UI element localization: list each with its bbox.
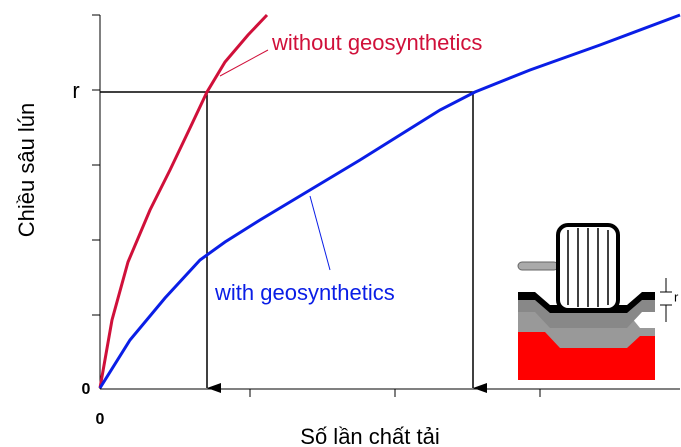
diagram: without geosynthetics with geosynthetics…: [0, 0, 681, 447]
curve-label: without geosynthetics: [271, 30, 482, 55]
leader: [220, 50, 268, 76]
inset: r: [518, 225, 679, 380]
curve-label: with geosynthetics: [214, 280, 395, 305]
x-axis-label: Số lần chất tải: [300, 424, 439, 447]
y-tick-label: 0: [82, 381, 91, 398]
x-tick-label: 0: [96, 411, 105, 428]
curve-without: [100, 15, 267, 388]
y-tick-label: r: [72, 78, 79, 103]
leader: [310, 196, 330, 270]
y-axis-label: Chiều sâu lún: [14, 103, 39, 238]
inset-label: r: [674, 289, 679, 304]
